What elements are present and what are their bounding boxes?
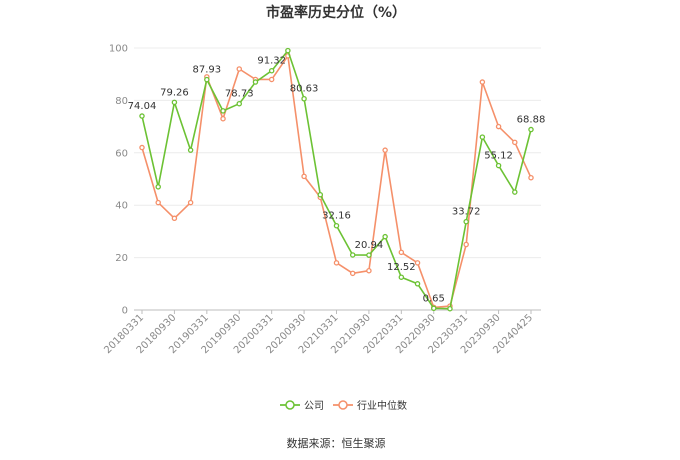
data-point[interactable] [414,281,421,287]
data-point[interactable] [349,252,356,258]
data-point[interactable] [398,249,405,256]
data-point[interactable] [382,147,388,153]
series-layer [139,47,534,312]
data-point[interactable] [398,274,405,280]
data-point[interactable] [187,199,194,206]
data-point[interactable] [317,191,324,198]
y-tick-label: 0 [122,306,128,317]
data-point[interactable] [495,162,502,169]
data-point[interactable] [171,99,178,106]
legend-label: 行业中位数 [357,399,407,412]
data-point[interactable] [512,189,518,195]
data-label: 55.12 [484,151,513,162]
data-point[interactable] [220,108,226,114]
data-point[interactable] [301,173,307,180]
data-point[interactable] [333,260,340,266]
data-point[interactable] [204,76,210,83]
legend-swatch-marker [285,400,295,410]
y-tick-label: 20 [115,253,128,264]
data-point[interactable] [463,218,469,225]
data-point[interactable] [333,222,340,229]
data-point[interactable] [155,184,161,190]
data-point[interactable] [479,134,486,140]
data-label: 78.73 [225,89,254,100]
grid-layer [134,47,541,311]
data-point[interactable] [382,233,388,240]
data-label: 87.93 [193,65,222,76]
data-point[interactable] [495,123,502,130]
y-tick-label: 80 [115,96,128,107]
legend-label: 公司 [304,401,324,412]
data-label: 68.88 [517,115,546,126]
y-axis: 0 20 40 60 80 100 [109,44,128,317]
data-label: 91.32 [257,56,286,67]
legend-swatch-marker [338,400,348,410]
data-point[interactable] [268,67,275,74]
data-point[interactable] [236,100,242,107]
y-tick-label: 60 [115,148,128,159]
data-point[interactable] [301,95,307,102]
data-point[interactable] [528,126,534,133]
data-point[interactable] [430,305,437,312]
data-label: 80.63 [290,84,319,95]
data-label: 12.52 [387,262,416,273]
data-point[interactable] [139,113,145,119]
legend-item-industry-median[interactable]: 行业中位数 [333,399,407,412]
x-axis: 2018033120180930201903312019093020200331… [102,310,535,356]
data-point[interactable] [414,260,421,266]
legend[interactable]: 公司 行业中位数 [280,399,407,412]
data-point[interactable] [268,76,275,83]
data-point[interactable] [366,252,372,258]
data-point[interactable] [139,144,145,151]
data-label: 32.16 [322,211,351,222]
source-text: 数据来源：恒生聚源 [287,436,386,450]
data-point[interactable] [252,79,259,85]
data-point[interactable] [528,174,534,181]
data-label: 20.94 [355,240,384,251]
data-label: 79.26 [160,87,189,98]
series-industry-median [139,53,534,311]
data-label: 33.72 [452,207,481,218]
data-point[interactable] [171,215,178,222]
chart-title: 市盈率历史分位（%） [266,4,406,21]
data-point[interactable] [236,66,242,72]
data-label: 74.04 [128,101,157,112]
data-label: 0.65 [423,293,445,304]
data-point[interactable] [463,241,469,248]
y-tick-label: 100 [109,44,128,55]
data-point[interactable] [155,199,161,206]
series-line [141,55,532,309]
series-company [139,47,534,312]
data-point[interactable] [512,139,518,146]
data-point[interactable] [187,147,194,153]
data-point[interactable] [349,270,356,277]
data-point[interactable] [447,305,453,312]
legend-item-company[interactable]: 公司 [280,400,324,412]
data-point[interactable] [220,115,226,122]
data-point[interactable] [366,267,372,274]
y-tick-label: 40 [115,201,128,212]
data-point[interactable] [479,79,486,85]
data-point[interactable] [285,47,291,54]
